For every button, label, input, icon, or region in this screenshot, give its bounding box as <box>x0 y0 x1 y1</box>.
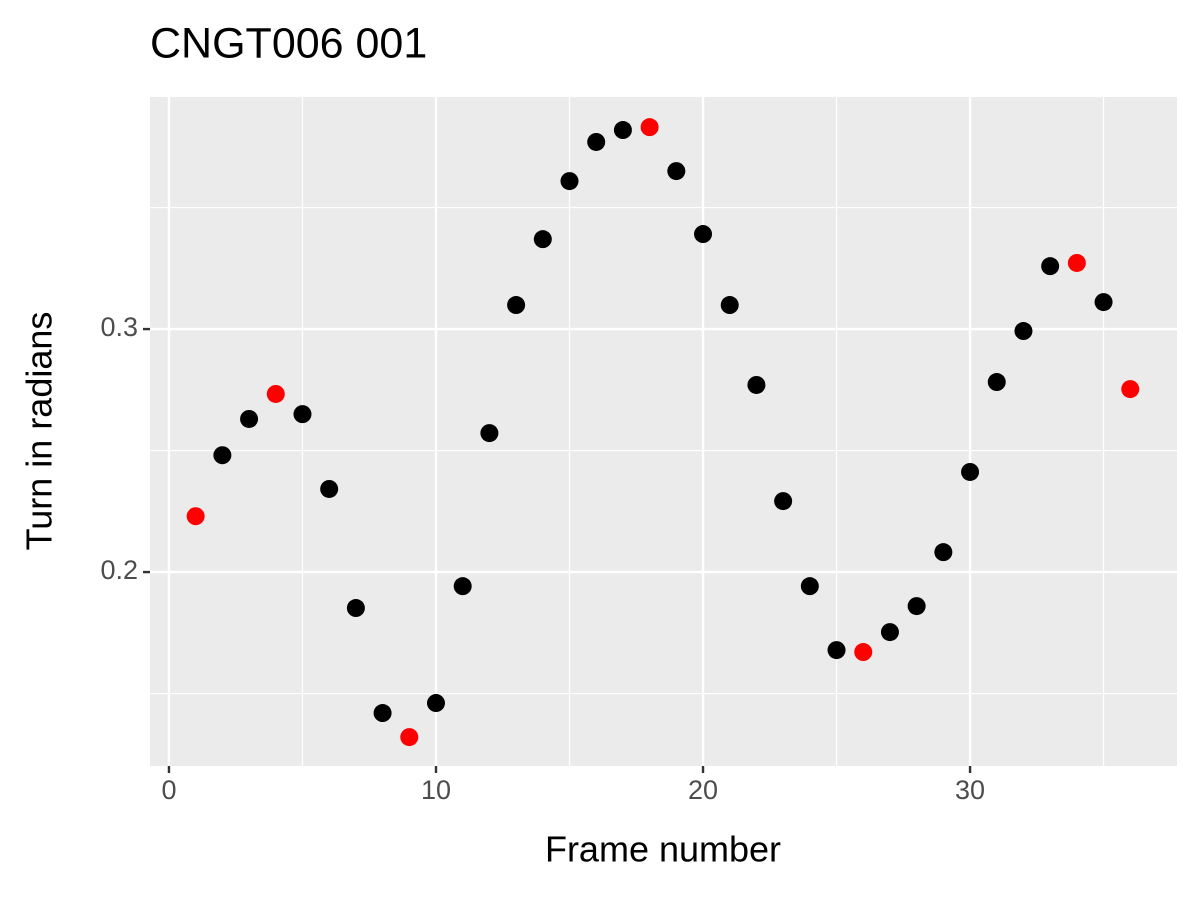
point <box>747 375 766 394</box>
point <box>426 694 445 713</box>
x-tick-label: 0 <box>161 775 176 805</box>
point <box>453 577 472 596</box>
point <box>720 296 739 315</box>
point <box>186 507 205 526</box>
point <box>961 462 980 481</box>
point <box>800 577 819 596</box>
point <box>1094 293 1113 312</box>
point <box>266 384 285 403</box>
point <box>400 728 419 747</box>
point <box>987 373 1006 392</box>
point <box>880 623 899 642</box>
point <box>1121 380 1140 399</box>
point <box>346 599 365 618</box>
point <box>240 409 259 428</box>
point <box>587 132 606 151</box>
point <box>1067 253 1086 272</box>
y-tick-label: 0.3 <box>100 312 138 342</box>
x-tick-label: 30 <box>955 775 985 805</box>
point <box>613 121 632 140</box>
point <box>694 225 713 244</box>
point <box>907 597 926 616</box>
x-tick-label: 20 <box>688 775 718 805</box>
point <box>507 296 526 315</box>
point <box>934 543 953 562</box>
y-tick-label: 0.2 <box>100 555 138 585</box>
point <box>854 643 873 662</box>
point <box>640 118 659 137</box>
point <box>373 704 392 723</box>
point <box>827 641 846 660</box>
chart-title: CNGT006 001 <box>150 19 427 67</box>
point <box>774 492 793 511</box>
x-axis-title: Frame number <box>545 829 781 870</box>
point <box>480 424 499 443</box>
point <box>667 162 686 181</box>
point <box>533 230 552 249</box>
point <box>320 479 339 498</box>
point <box>1041 257 1060 276</box>
point <box>1014 322 1033 341</box>
plot-panel <box>150 97 1177 766</box>
point <box>560 172 579 191</box>
x-tick-label: 10 <box>421 775 451 805</box>
point <box>213 446 232 465</box>
y-axis-title: Turn in radians <box>19 312 60 551</box>
point <box>293 405 312 424</box>
